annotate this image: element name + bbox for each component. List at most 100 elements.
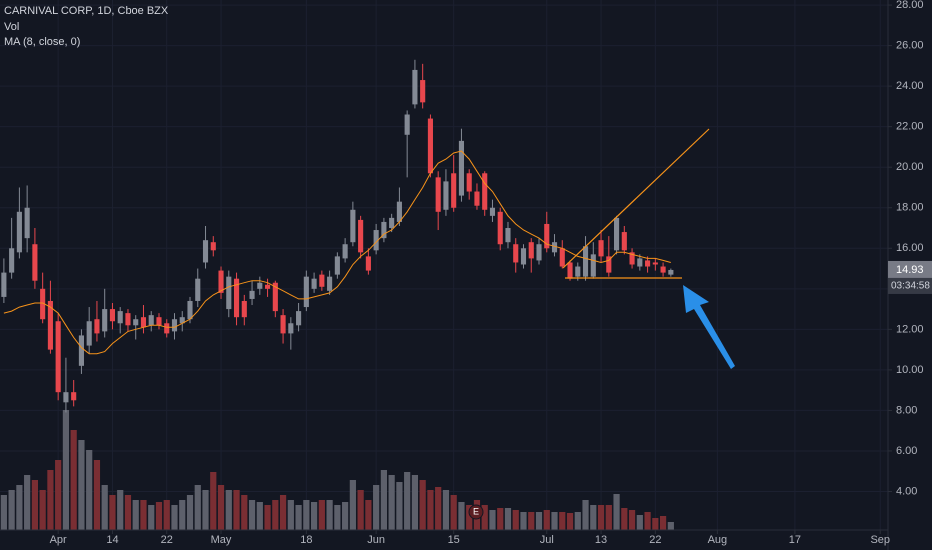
- volume-bar: [613, 494, 620, 530]
- volume-bar: [295, 505, 302, 530]
- candle-body: [9, 248, 15, 273]
- volume-bar: [411, 475, 419, 530]
- volume-bar: [442, 490, 450, 530]
- volume-bar: [365, 500, 372, 530]
- x-tick-label: Apr: [50, 534, 67, 546]
- candle-body: [16, 211, 22, 253]
- y-tick-label: 10.00: [896, 364, 924, 376]
- volume-bar: [489, 510, 496, 530]
- candle-body: [125, 313, 131, 326]
- candle-body: [272, 282, 278, 312]
- volume-bar: [186, 495, 194, 530]
- volume-bar: [326, 500, 333, 530]
- arrow: [683, 285, 735, 369]
- candle-body: [652, 262, 658, 265]
- candle-body: [443, 181, 449, 210]
- y-tick-label: 24.00: [896, 80, 924, 92]
- volume-bar: [342, 502, 349, 530]
- volume-bar: [535, 512, 543, 530]
- volume-bar: [427, 490, 434, 530]
- candle-body: [202, 240, 209, 263]
- candle-body: [567, 262, 573, 279]
- y-tick-label: 26.00: [896, 40, 924, 52]
- volume-pane: [0, 410, 674, 530]
- candle-body: [32, 244, 38, 281]
- candle-body: [590, 254, 596, 277]
- candle-body: [365, 256, 371, 271]
- candle-body: [1, 272, 7, 297]
- candle-body: [342, 244, 348, 259]
- volume-bar: [16, 485, 23, 530]
- candle-body: [102, 309, 108, 332]
- volume-bar: [667, 522, 674, 530]
- volume-bar: [528, 512, 535, 530]
- candle-body: [613, 217, 620, 251]
- volume-bar: [210, 472, 217, 530]
- last-price-box: [888, 260, 932, 278]
- candle-body: [133, 319, 139, 326]
- candle-body: [358, 219, 364, 253]
- volume-bar: [93, 460, 101, 530]
- volume-bar: [132, 500, 139, 530]
- volume-bar: [497, 508, 504, 530]
- candle-body: [621, 232, 627, 251]
- volume-bar: [310, 502, 318, 530]
- volume-bar: [117, 490, 124, 530]
- volume-bar: [248, 500, 256, 530]
- x-tick-label: Sep: [870, 534, 890, 546]
- candle-body: [645, 260, 651, 267]
- volume-bar: [590, 505, 597, 530]
- candle-body: [536, 244, 542, 261]
- volume-bar: [349, 480, 356, 530]
- volume-bar: [256, 502, 263, 530]
- candle-body: [288, 323, 294, 334]
- volume-bar: [148, 505, 155, 530]
- x-tick-label: 13: [595, 534, 607, 546]
- candle-body: [296, 311, 302, 326]
- candle-body: [218, 270, 224, 293]
- candle-body: [381, 221, 387, 239]
- volume-bar: [373, 485, 380, 530]
- earnings-marker[interactable]: [468, 504, 484, 520]
- candle-body: [249, 290, 255, 299]
- candle-body: [117, 311, 123, 324]
- countdown: 03:34:58: [891, 281, 930, 292]
- candle-body: [195, 278, 201, 301]
- volume-bar: [202, 490, 209, 530]
- trend-line: [562, 128, 710, 269]
- x-tick-label: 14: [106, 534, 118, 546]
- candle-body: [660, 266, 666, 273]
- candle-body: [187, 300, 193, 320]
- volume-bar: [225, 490, 232, 530]
- x-tick-label: 22: [649, 534, 661, 546]
- candle-body: [505, 228, 511, 243]
- y-tick-label: 4.00: [896, 485, 917, 497]
- volume-bar: [512, 510, 519, 530]
- volume-bar: [504, 508, 512, 530]
- candle-body: [474, 191, 480, 206]
- candle-body: [94, 319, 100, 334]
- x-tick-label: 18: [300, 534, 312, 546]
- candle-body: [544, 223, 550, 249]
- volume-bar: [24, 475, 31, 530]
- volume-bar: [171, 505, 178, 530]
- volume-bar: [597, 505, 605, 530]
- candle-body: [265, 284, 271, 289]
- volume-bar: [39, 490, 46, 530]
- candle-body: [78, 335, 84, 366]
- volume-bar: [233, 490, 240, 530]
- volume-bar: [466, 505, 473, 530]
- volume-bar: [450, 495, 457, 530]
- volume-bar: [458, 502, 465, 530]
- candle-body: [140, 317, 147, 328]
- y-tick-label: 18.00: [896, 202, 924, 214]
- earnings-label[interactable]: E: [473, 506, 479, 516]
- y-tick-label: 22.00: [896, 121, 924, 133]
- volume-bar: [124, 495, 132, 530]
- candle-body: [327, 276, 333, 291]
- candle-body: [551, 242, 558, 253]
- x-tick-label: 15: [448, 534, 460, 546]
- volume-bar: [435, 487, 442, 530]
- candle-body: [598, 240, 604, 257]
